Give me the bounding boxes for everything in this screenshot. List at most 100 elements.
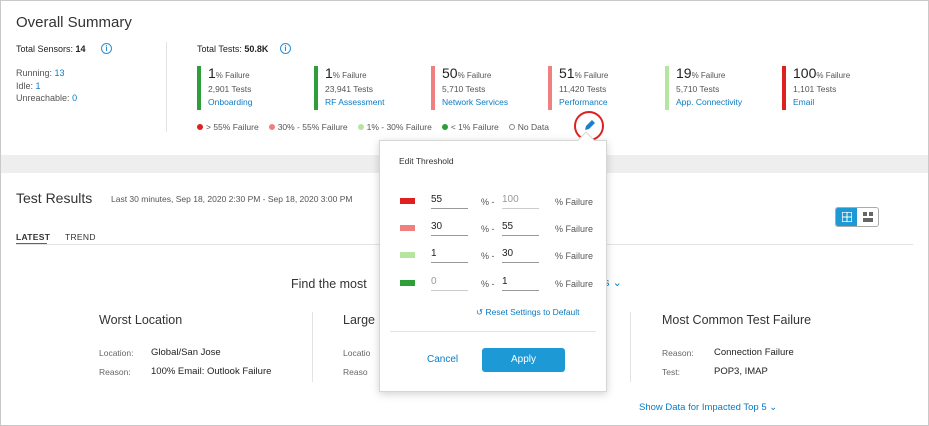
failure-test-value: POP3, IMAP (714, 366, 768, 377)
total-sensors: Total Sensors: 14 (16, 44, 86, 54)
failure-unit: % Failure (816, 71, 851, 80)
unreachable-value[interactable]: 0 (72, 93, 78, 103)
list-view-button[interactable] (836, 208, 857, 226)
reset-button[interactable]: ↺ Reset Settings to Default (476, 307, 580, 318)
failure-percent-value: 1 (208, 65, 216, 81)
failure-percent-value: 100 (793, 65, 817, 81)
running-value[interactable]: 13 (54, 68, 65, 78)
category-link[interactable]: Network Services (442, 97, 509, 107)
legend-label: < 1% Failure (450, 122, 499, 132)
failure-percent-value: 50 (442, 65, 458, 81)
failure-percent: 100% Failure (793, 65, 850, 81)
middle-reason-label: Reaso (343, 367, 368, 377)
summary-title: Overall Summary (16, 14, 132, 31)
legend-label: No Data (517, 122, 549, 132)
category-link[interactable]: Email (793, 97, 815, 107)
legend-label: 30% - 55% Failure (277, 122, 348, 132)
range-separator: % - (481, 224, 495, 234)
info-icon[interactable]: i (280, 43, 291, 54)
failure-unit: % Failure (457, 71, 492, 80)
reset-icon: ↺ (476, 307, 484, 317)
color-swatch (400, 198, 415, 204)
unreachable-row: Unreachable: 0 (16, 93, 77, 103)
common-failure-title: Most Common Test Failure (662, 313, 812, 327)
threshold-to-input[interactable]: 30 (502, 248, 539, 263)
range-separator: % - (481, 279, 495, 289)
divider (166, 42, 167, 132)
show-data-link[interactable]: Show Data for Impacted Top 5 ⌄ (639, 402, 777, 413)
legend-item: 1% - 30% Failure (357, 122, 432, 132)
status-bar (197, 66, 201, 110)
category-link[interactable]: Performance (559, 97, 608, 107)
total-tests-value: 50.8K (244, 44, 269, 54)
threshold-from-input[interactable]: 1 (431, 248, 468, 263)
idle-row: Idle: 1 (16, 81, 41, 91)
location-value: Global/San Jose (151, 347, 221, 358)
failure-percent: 19% Failure (676, 65, 725, 81)
legend-label: 1% - 30% Failure (366, 122, 432, 132)
range-separator: % - (481, 197, 495, 207)
failure-suffix: % Failure (555, 279, 594, 289)
legend-item: < 1% Failure (441, 122, 499, 132)
reason-value: 100% Email: Outlook Failure (151, 366, 272, 377)
legend-dot (357, 124, 364, 130)
test-count: 5,710 Tests (676, 84, 720, 94)
idle-value[interactable]: 1 (35, 81, 41, 91)
legend-dot (268, 124, 275, 130)
chevron-down-icon: ⌄ (769, 402, 778, 413)
popup-title: Edit Threshold (399, 156, 454, 166)
test-count: 2,901 Tests (208, 84, 252, 94)
time-range: Last 30 minutes, Sep 18, 2020 2:30 PM - … (111, 194, 353, 204)
failure-suffix: % Failure (555, 251, 594, 261)
threshold-legend: > 55% Failure 30% - 55% Failure 1% - 30%… (197, 122, 549, 132)
color-swatch (400, 225, 415, 231)
category-link[interactable]: Onboarding (208, 97, 253, 107)
pencil-icon (585, 120, 595, 130)
threshold-from-input[interactable]: 30 (431, 221, 468, 236)
failure-percent: 51% Failure (559, 65, 608, 81)
failure-percent-value: 19 (676, 65, 692, 81)
failure-unit: % Failure (332, 71, 367, 80)
legend-item: > 55% Failure (197, 122, 259, 132)
tab-latest[interactable]: LATEST (16, 232, 51, 242)
threshold-to-input[interactable]: 55 (502, 221, 539, 236)
total-sensors-value: 14 (75, 44, 86, 54)
failure-reason-label: Reason: (662, 348, 694, 358)
tab-trend[interactable]: TREND (65, 232, 96, 242)
view-toggle (835, 207, 879, 227)
legend-dot (508, 124, 515, 130)
divider (312, 312, 313, 382)
middle-title: Large (343, 313, 375, 327)
location-label: Location: (99, 348, 134, 358)
failure-unit: % Failure (215, 71, 250, 80)
failure-reason-value: Connection Failure (714, 347, 794, 358)
find-text: Find the most (291, 277, 367, 291)
cancel-button[interactable]: Cancel (427, 354, 459, 365)
threshold-from-input[interactable]: 55 (431, 194, 468, 209)
info-icon[interactable]: i (101, 43, 112, 54)
threshold-to-input[interactable]: 1 (502, 276, 539, 291)
worst-location-title: Worst Location (99, 313, 183, 327)
category-link[interactable]: App. Connectivity (676, 97, 743, 107)
failure-percent: 1% Failure (325, 65, 367, 81)
results-title: Test Results (16, 190, 93, 206)
failure-unit: % Failure (574, 71, 609, 80)
idle-label: Idle: (16, 81, 34, 91)
total-sensors-label: Total Sensors: (16, 44, 74, 54)
apply-button[interactable]: Apply (482, 348, 565, 372)
threshold-from-input: 0 (431, 276, 468, 291)
threshold-to-input: 100 (502, 194, 539, 209)
status-bar (665, 66, 669, 110)
total-tests-label: Total Tests: (197, 44, 242, 54)
reason-label: Reason: (99, 367, 131, 377)
failure-suffix: % Failure (555, 224, 594, 234)
failure-test-label: Test: (662, 367, 680, 377)
grid-icon (841, 212, 852, 222)
reset-label: Reset Settings to Default (485, 307, 580, 317)
failure-percent-value: 1 (325, 65, 333, 81)
category-link[interactable]: RF Assessment (325, 97, 385, 107)
total-tests: Total Tests: 50.8K (197, 44, 268, 54)
test-count: 11,420 Tests (559, 84, 607, 94)
chart-view-button[interactable] (857, 208, 878, 226)
legend-dot (197, 124, 203, 130)
